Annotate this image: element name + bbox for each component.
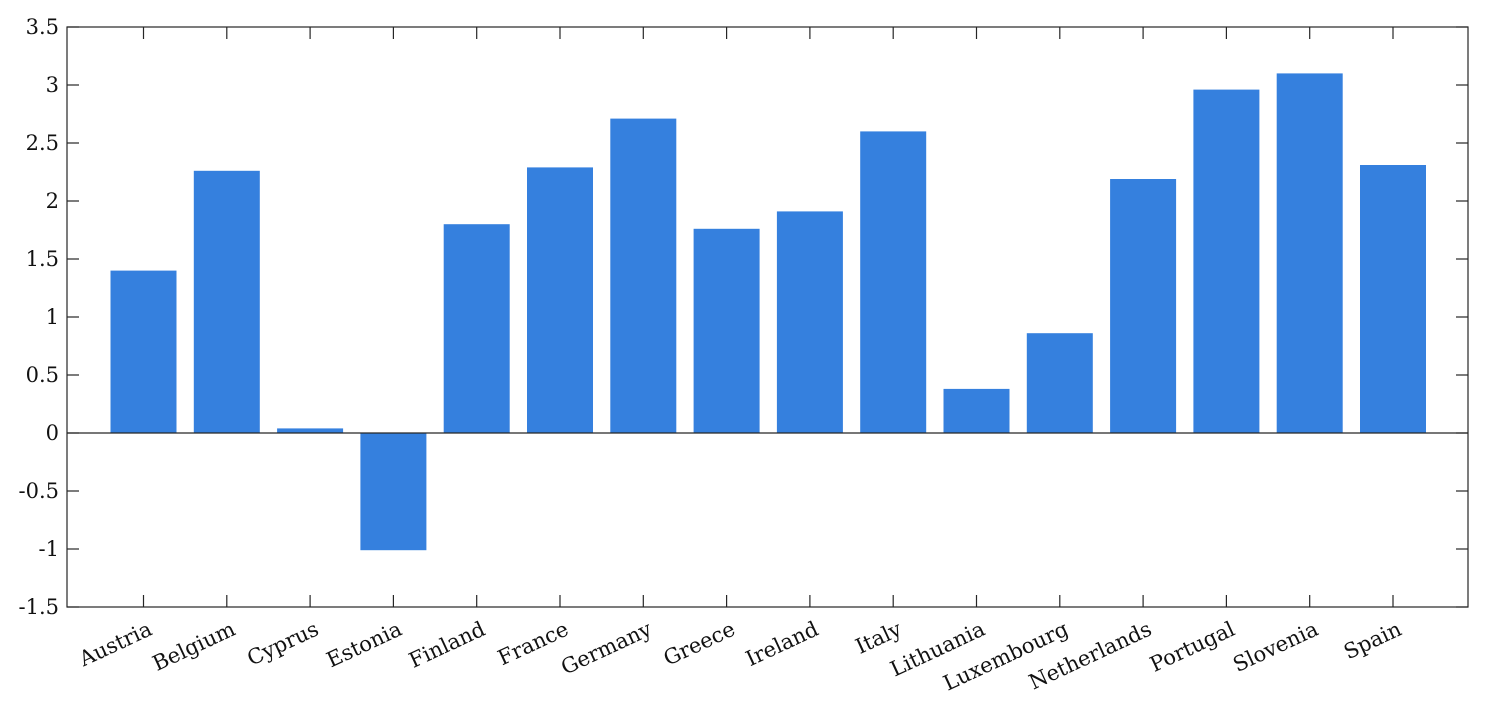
- x-label-slovenia: Slovenia: [1229, 617, 1321, 677]
- y-tick-label: -1: [39, 537, 59, 561]
- bars-layer: [110, 73, 1426, 551]
- y-tick-label: 0: [46, 421, 59, 445]
- y-tick-label: 1.5: [26, 247, 59, 271]
- bar-finland: [443, 224, 510, 433]
- x-label-estonia: Estonia: [323, 617, 406, 673]
- x-label-portugal: Portugal: [1146, 617, 1239, 677]
- x-label-cyprus: Cyprus: [243, 617, 322, 671]
- bar-greece: [693, 228, 760, 433]
- bar-lithuania: [943, 388, 1010, 433]
- x-label-belgium: Belgium: [149, 617, 239, 676]
- bar-slovenia: [1276, 73, 1343, 434]
- x-label-ireland: Ireland: [742, 617, 822, 671]
- y-tick-label: 2.5: [26, 131, 59, 155]
- bar-germany: [610, 118, 677, 433]
- bar-spain: [1360, 165, 1426, 433]
- x-label-spain: Spain: [1340, 617, 1405, 664]
- y-tick-label: 3: [46, 73, 59, 97]
- bar-france: [527, 167, 593, 433]
- y-ticks-layer: 3.5 3 2.5 2 1.5 1 0.5 0 -0.5 -1 -1.5: [19, 15, 1468, 619]
- y-tick-label: -0.5: [19, 479, 60, 503]
- bar-luxembourg: [1026, 333, 1093, 433]
- x-label-austria: Austria: [75, 617, 156, 672]
- bar-cyprus: [277, 428, 344, 433]
- x-label-finland: Finland: [405, 617, 489, 673]
- x-label-germany: Germany: [557, 617, 655, 680]
- bar-ireland: [776, 211, 843, 433]
- bar-portugal: [1193, 89, 1260, 433]
- y-tick-label: -1.5: [19, 595, 60, 619]
- x-label-italy: Italy: [852, 617, 906, 659]
- bar-belgium: [193, 170, 260, 434]
- bar-austria: [110, 270, 177, 433]
- y-tick-label: 1: [46, 305, 59, 329]
- bar-estonia: [360, 433, 427, 551]
- bar-netherlands: [1110, 179, 1177, 433]
- y-tick-label: 2: [46, 189, 59, 213]
- y-tick-label: 0.5: [26, 363, 59, 387]
- y-tick-label: 3.5: [26, 15, 59, 39]
- x-label-greece: Greece: [660, 617, 739, 671]
- bar-italy: [860, 131, 927, 433]
